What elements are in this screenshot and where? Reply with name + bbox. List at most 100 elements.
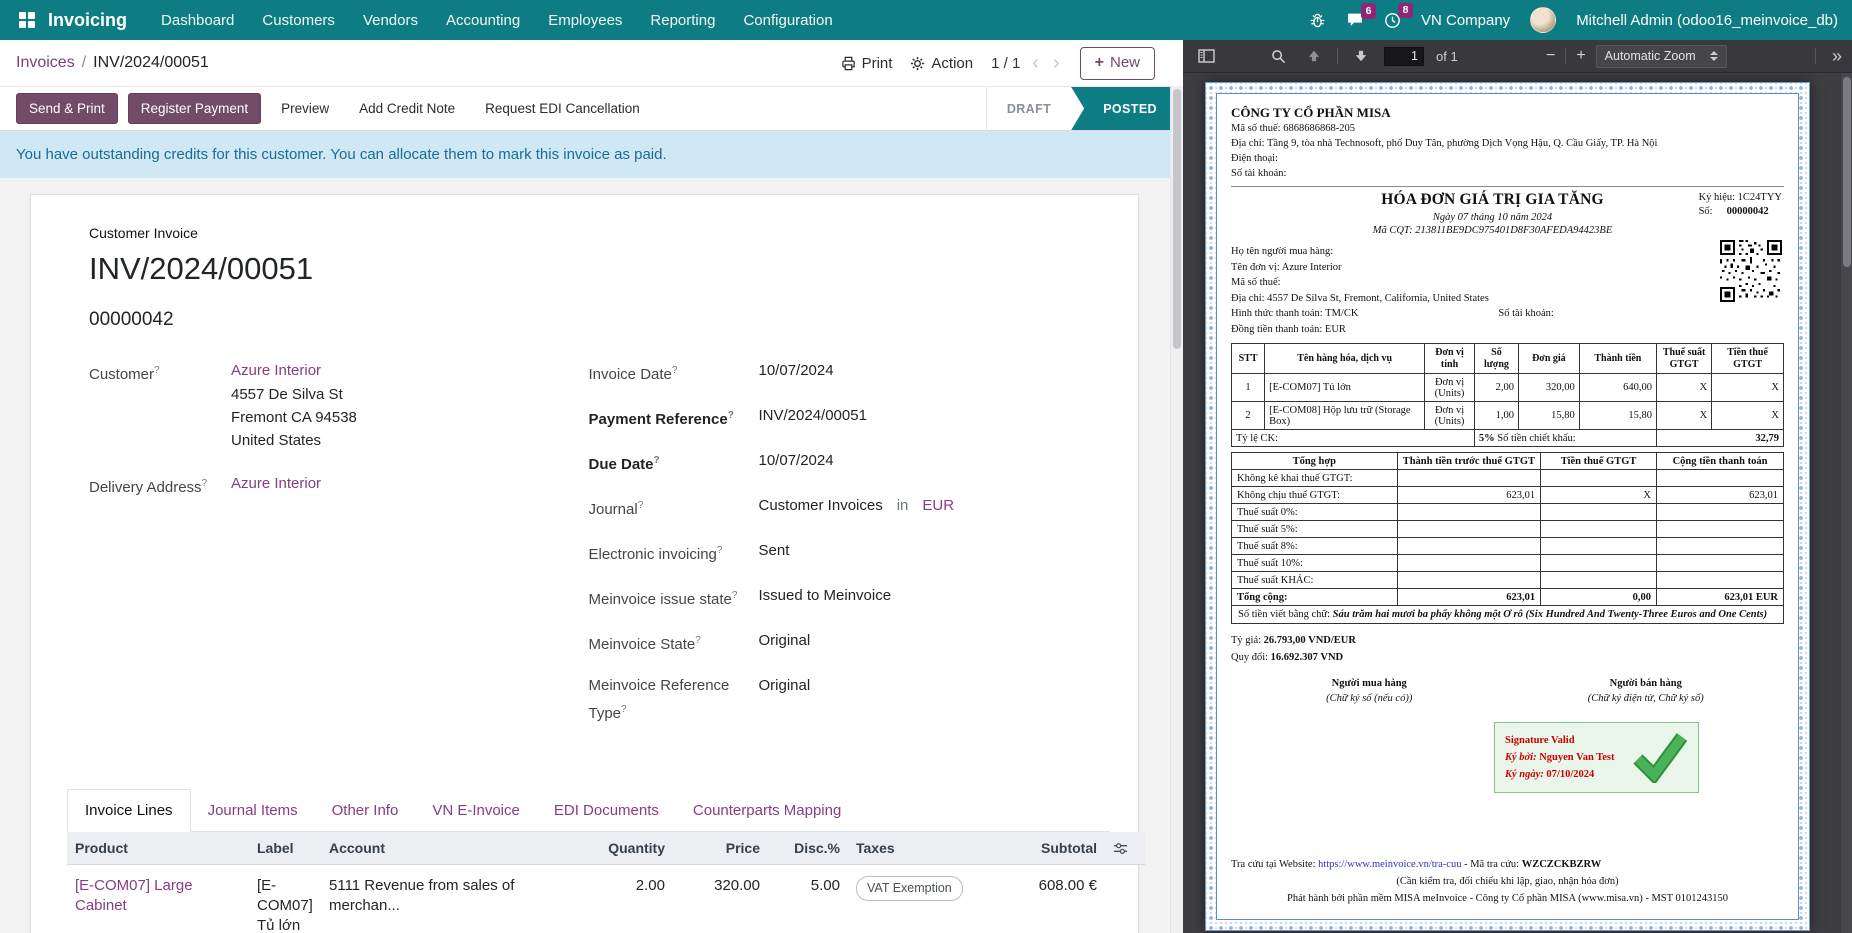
col-product[interactable]: Product xyxy=(67,832,249,865)
print-button[interactable]: Print xyxy=(841,55,893,72)
pdf-page-up-icon[interactable] xyxy=(1301,44,1327,68)
payment-method: Hình thức thanh toán: TM/CK xyxy=(1231,306,1358,322)
action-button[interactable]: Action xyxy=(910,55,973,72)
notebook-tabs: Invoice Lines Journal Items Other Info V… xyxy=(67,789,1110,832)
pager-previous-icon[interactable]: ‹ xyxy=(1030,53,1041,73)
menu-dashboard[interactable]: Dashboard xyxy=(161,12,234,29)
line-account[interactable]: 5111 Revenue from sales of merchan... xyxy=(321,865,583,933)
col-quantity[interactable]: Quantity xyxy=(583,832,673,865)
tab-vn-e-invoice[interactable]: VN E-Invoice xyxy=(415,790,537,831)
user-name[interactable]: Mitchell Admin (odoo16_meinvoice_db) xyxy=(1576,12,1838,29)
line-discount[interactable]: 5.00 xyxy=(768,865,848,933)
due-date-value[interactable]: 10/07/2024 xyxy=(759,449,834,477)
cqt-code: Mã CQT: 213811BE9DC975401D8F30AFEDA94423… xyxy=(1351,225,1634,236)
tax-badge[interactable]: VAT Exemption xyxy=(856,876,963,901)
tab-counterparts-mapping[interactable]: Counterparts Mapping xyxy=(676,790,858,831)
app-name[interactable]: Invoicing xyxy=(48,10,127,31)
col-subtotal[interactable]: Subtotal xyxy=(990,832,1105,865)
menu-configuration[interactable]: Configuration xyxy=(743,12,832,29)
pdf-scrollbar[interactable] xyxy=(1840,73,1852,933)
state-draft[interactable]: DRAFT xyxy=(987,87,1071,130)
menu-reporting[interactable]: Reporting xyxy=(650,12,715,29)
invoice-line-row[interactable]: [E-COM07] Large Cabinet [E-COM07] Tủ lớn… xyxy=(67,865,1145,933)
line-price[interactable]: 320.00 xyxy=(673,865,768,933)
pdf-scrollbar-thumb[interactable] xyxy=(1843,77,1851,267)
tab-journal-items[interactable]: Journal Items xyxy=(191,790,315,831)
tab-invoice-lines[interactable]: Invoice Lines xyxy=(67,789,191,832)
vat-invoice-title: HÓA ĐƠN GIÁ TRỊ GIA TĂNG xyxy=(1351,191,1634,209)
signature-headers: Người mua hàng (Chữ ký số (nếu có)) Ngườ… xyxy=(1231,678,1784,704)
amount-in-words: Số tiền viết bằng chữ: Sáu trăm hai mươi… xyxy=(1231,606,1784,624)
form-scrollbar[interactable] xyxy=(1170,86,1183,933)
pdf-toolbar-more-icon[interactable]: » xyxy=(1832,46,1842,67)
pdf-zoom-select[interactable]: Automatic Zoom xyxy=(1596,45,1727,68)
invoice-form-panel: Invoices / INV/2024/00051 Print xyxy=(0,40,1183,933)
statusbar: Send & Print Register Payment Preview Ad… xyxy=(0,86,1183,131)
customer-field-label: Customer? xyxy=(89,359,231,452)
col-label[interactable]: Label xyxy=(249,832,321,865)
new-button[interactable]: +New xyxy=(1080,47,1155,80)
pdf-page-ornate-border: CÔNG TY CỔ PHẦN MISA Mã số thuế: 6868686… xyxy=(1205,82,1810,931)
converted-amount: Quy đổi: 16.692.307 VND xyxy=(1231,649,1784,666)
invoice-date-label: Invoice Date? xyxy=(589,359,759,387)
col-taxes[interactable]: Taxes xyxy=(848,832,990,865)
col-price[interactable]: Price xyxy=(673,832,768,865)
preview-button[interactable]: Preview xyxy=(271,94,339,123)
seller-bank-account: Số tài khoản: xyxy=(1231,166,1784,181)
pdf-search-icon[interactable] xyxy=(1265,44,1291,68)
breadcrumb-separator: / xyxy=(82,54,86,72)
messages-icon[interactable]: 6 xyxy=(1346,12,1364,28)
pdf-sidebar-toggle-icon[interactable] xyxy=(1193,44,1219,68)
col-account[interactable]: Account xyxy=(321,832,583,865)
request-edi-cancellation-button[interactable]: Request EDI Cancellation xyxy=(475,94,650,123)
product-link[interactable]: [E-COM07] Large Cabinet xyxy=(75,877,193,914)
payment-reference-value[interactable]: INV/2024/00051 xyxy=(759,404,867,432)
menu-customers[interactable]: Customers xyxy=(262,12,335,29)
seller-phone: Điện thoại: xyxy=(1231,151,1784,166)
lookup-prefix: Tra cứu tại Website: xyxy=(1231,859,1318,870)
tab-other-info[interactable]: Other Info xyxy=(315,790,416,831)
pdf-zoom-out-icon[interactable]: − xyxy=(1546,48,1555,64)
meinvoice-reference-type-value: Original xyxy=(759,674,811,726)
invoice-no-value: 00000042 xyxy=(1727,206,1769,217)
lookup-code: WZCZCKBZRW xyxy=(1522,859,1602,870)
activities-clock-icon[interactable]: 8 xyxy=(1384,12,1401,29)
lookup-url-link[interactable]: https://www.meinvoice.vn/tra-cuu xyxy=(1318,859,1461,870)
form-scrollbar-thumb[interactable] xyxy=(1173,89,1181,349)
apps-menu-button[interactable] xyxy=(14,7,40,33)
journal-value[interactable]: Customer Invoices xyxy=(759,494,883,518)
customer-link[interactable]: Azure Interior xyxy=(231,362,321,379)
register-payment-button[interactable]: Register Payment xyxy=(128,93,261,124)
state-stepper: DRAFT POSTED xyxy=(986,87,1183,130)
delivery-address-link[interactable]: Azure Interior xyxy=(231,475,321,492)
pdf-page-input[interactable] xyxy=(1384,47,1424,66)
user-menu[interactable] xyxy=(1530,7,1556,33)
col-disc[interactable]: Disc.% xyxy=(768,832,848,865)
pager-next-icon[interactable]: › xyxy=(1051,53,1062,73)
tab-edi-documents[interactable]: EDI Documents xyxy=(537,790,676,831)
invoice-sheet: Customer Invoice INV/2024/00051 00000042… xyxy=(30,194,1139,933)
state-posted[interactable]: POSTED xyxy=(1071,87,1183,130)
line-quantity[interactable]: 2.00 xyxy=(583,865,673,933)
menu-employees[interactable]: Employees xyxy=(548,12,622,29)
electronic-invoicing-label: Electronic invoicing? xyxy=(589,539,759,567)
menu-accounting[interactable]: Accounting xyxy=(446,12,520,29)
pdf-page-down-icon[interactable] xyxy=(1348,44,1374,68)
invoice-date-value[interactable]: 10/07/2024 xyxy=(759,359,834,387)
breadcrumb-invoices-link[interactable]: Invoices xyxy=(16,54,75,72)
pdf-viewer-panel: of 1 − + Automatic Zoom » CÔNG TY CỔ PHẦ… xyxy=(1183,40,1852,933)
optional-columns-icon[interactable] xyxy=(1105,832,1145,865)
menu-vendors[interactable]: Vendors xyxy=(363,12,418,29)
pdf-scroll-area[interactable]: CÔNG TY CỔ PHẦN MISA Mã số thuế: 6868686… xyxy=(1183,73,1852,933)
send-print-button[interactable]: Send & Print xyxy=(16,93,118,124)
buyer-address: Địa chỉ: 4557 De Silva St, Fremont, Cali… xyxy=(1231,291,1704,307)
apps-grid-icon xyxy=(19,12,35,28)
add-credit-note-button[interactable]: Add Credit Note xyxy=(349,94,465,123)
line-label[interactable]: [E-COM07] Tủ lớn xyxy=(249,865,321,933)
pdf-zoom-in-icon[interactable]: + xyxy=(1576,48,1585,64)
journal-currency-link[interactable]: EUR xyxy=(922,494,954,518)
pdf-page: CÔNG TY CỔ PHẦN MISA Mã số thuế: 6868686… xyxy=(1216,93,1799,920)
debug-bug-icon[interactable] xyxy=(1309,12,1326,29)
buyer-signature-note: (Chữ ký số (nếu có)) xyxy=(1231,693,1508,704)
company-switcher[interactable]: VN Company xyxy=(1421,12,1510,29)
